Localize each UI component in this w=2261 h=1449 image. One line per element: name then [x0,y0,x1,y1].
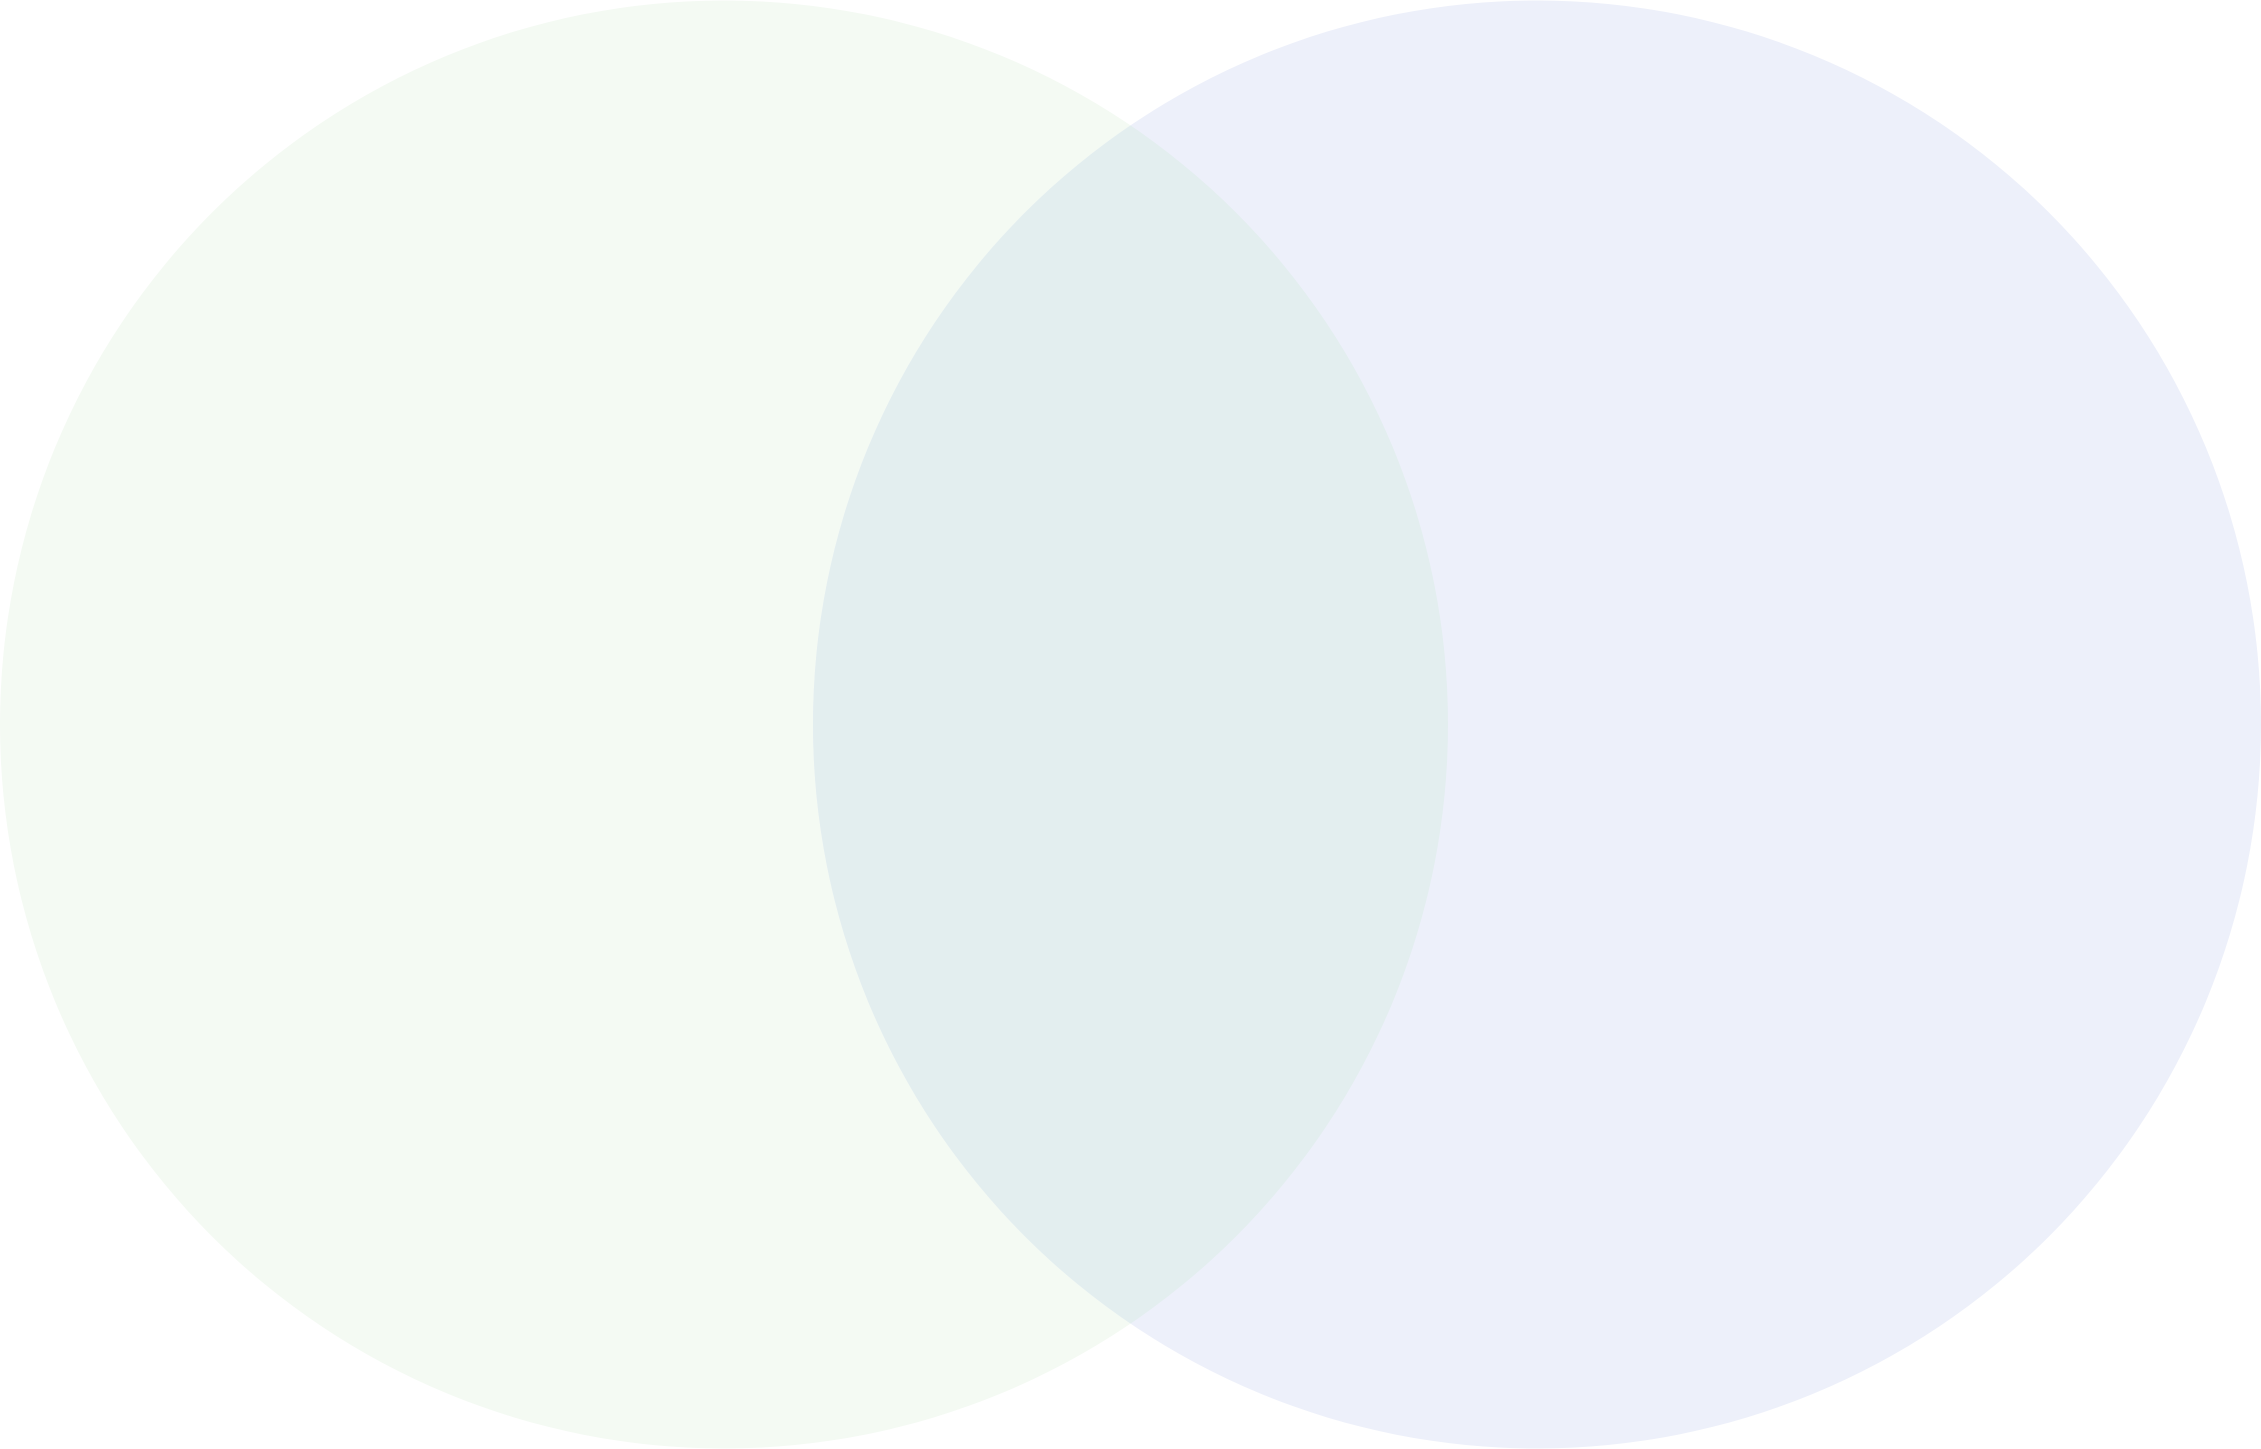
venn-overlap-region [813,0,1448,1449]
